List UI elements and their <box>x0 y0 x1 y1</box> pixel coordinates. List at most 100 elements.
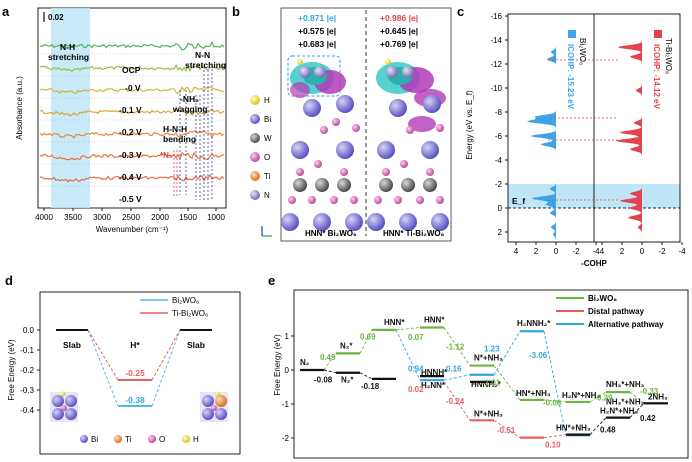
e-state-nh3nh3-b: NH₃*+NH₃ <box>606 398 645 407</box>
e-step-o: -0.06 <box>543 399 562 408</box>
panel-e-plot: N₂ N₂* N₂* HNN* HNN* HNNH* H₂NN* HNNH₂* N*+NH₃ N*… <box>300 316 668 450</box>
connector <box>493 419 521 439</box>
value-bi: -0.38 <box>125 395 145 405</box>
panel-d: d Free Energy (eV) 0.0 -0.1 -0.2 -0.3 -0.4 S… <box>5 273 241 455</box>
e-state-nnh3-b: N*+NH₃ <box>474 409 503 418</box>
e-ytick-label: -1 <box>282 400 290 409</box>
label-0-1v: -0.1 V <box>119 105 142 115</box>
e-state-hnnh3-b: HN*+NH₃ <box>556 424 591 433</box>
c-ytick-label: -16 <box>490 12 502 21</box>
legend-right-name: Ti-Bi₂WO₆ <box>664 38 673 74</box>
left-charge-3: +0.683 |e| <box>298 39 336 49</box>
e-step-d: -0.18 <box>361 382 380 391</box>
value-ti: -0.25 <box>125 368 145 378</box>
panel-c: c Energy (eV vs. E_f) E_f -16 -14 -12 -10 -8… <box>457 4 686 268</box>
spectrum-3 <box>39 108 225 117</box>
panel-d-atom-legend: Bi Ti O H <box>80 435 199 444</box>
panel-d-label: d <box>5 273 13 288</box>
atom-legend-h <box>250 95 260 105</box>
c-ytick-label: -6 <box>495 132 503 141</box>
structure-right <box>367 59 449 231</box>
e-step-s: -0.33 <box>640 387 659 396</box>
atom-legend-label: N <box>264 191 270 200</box>
a-xtick-label: 3000 <box>93 213 111 222</box>
c-ytick-label: -4 <box>495 156 503 165</box>
e-ytick-label: 0 <box>285 366 290 375</box>
legend-e-bi: Bi₂WO₆ <box>588 294 617 303</box>
connector <box>493 331 521 375</box>
panel-e: e Free Energy (eV) 1 0 -1 -2 N₂ N₂* N₂* HNN* HN… <box>268 273 689 459</box>
c-xtick-label: -2 <box>658 247 666 256</box>
icohp-right: ICOHP: -14.12 eV <box>652 44 661 110</box>
e-state-hnnh3: HN*+NH₃ <box>516 389 551 398</box>
e-state-hnn-b: HNN* <box>424 316 445 325</box>
connector <box>543 434 567 439</box>
n2-markers <box>173 150 178 198</box>
c-ytick-label: -2 <box>495 180 503 189</box>
structure-left <box>281 55 363 231</box>
connector <box>629 391 645 404</box>
e-step-g: 0.94 <box>408 365 424 374</box>
e-step-k: 1.23 <box>484 344 500 353</box>
e-state-2nh3: 2NH₃ <box>648 392 668 401</box>
connector <box>323 369 337 374</box>
c-xtick-label: 2 <box>534 247 539 256</box>
a-xtick-label: 1500 <box>179 213 197 222</box>
atom-legend-label: H <box>264 96 270 105</box>
a-xtick-label: 2000 <box>151 213 169 222</box>
e-step-b: -0.08 <box>314 376 333 385</box>
legend-bi: Bi₂WO₆ <box>172 296 199 305</box>
d-atom-label: Ti <box>125 435 132 444</box>
connector <box>359 329 373 354</box>
spectrum-6 <box>39 173 225 183</box>
nh-stretching-band <box>51 8 90 208</box>
atom-legend-label: O <box>264 153 270 162</box>
panel-e-ylabel: Free Energy (eV) <box>273 334 282 396</box>
annot-nh2: -NH₂ <box>180 94 199 104</box>
a-xtick-label: 2500 <box>122 213 140 222</box>
e-step-i: 0.16 <box>446 365 462 374</box>
connector <box>629 403 645 418</box>
state-hstar: H* <box>130 340 140 350</box>
d-atom-h <box>182 435 190 443</box>
c-xtick-label: 4 <box>600 247 605 256</box>
annot-ocp: OCP <box>122 65 141 75</box>
a-xtick-label: 4000 <box>35 213 53 222</box>
panel-d-ylabel: Free Energy (eV) <box>7 339 16 401</box>
e-state-hnn: HNN* <box>384 318 405 327</box>
spectrum-0 <box>39 41 225 51</box>
legend-ti: Ti-Bi₂WO₆ <box>172 309 208 318</box>
connector <box>443 381 471 421</box>
c-xtick-label: 2 <box>620 247 625 256</box>
annot-nn-stretching: stretching <box>185 60 226 70</box>
spectrum-5 <box>39 151 225 161</box>
annot-wagging: wagging <box>172 104 207 114</box>
atom-legend-n <box>250 190 260 200</box>
e-step-c: 0.69 <box>360 332 376 341</box>
annot-nn: N-N <box>195 50 210 60</box>
e-step-m: -0.51 <box>497 426 516 435</box>
panel-a-xlabel: Wavenumber (cm⁻¹) <box>96 225 169 234</box>
panel-b-frame <box>280 7 452 242</box>
e-step-q: 0.48 <box>600 426 616 435</box>
cohp-left-area <box>527 16 556 244</box>
e-step-j: -1.12 <box>446 343 465 352</box>
connector <box>589 391 607 403</box>
connector <box>443 327 471 366</box>
c-xtick-label: -2 <box>572 247 580 256</box>
panel-d-frame <box>39 291 241 455</box>
right-charge-3: +0.769 |e| <box>380 39 418 49</box>
e-step-h: 0.02 <box>408 385 424 394</box>
path-bi <box>87 329 181 407</box>
connector <box>589 417 607 435</box>
state-slab-left: Slab <box>63 340 81 350</box>
e-state-nnh3: N*+NH₃ <box>474 354 503 363</box>
e-step-n: -3.06 <box>529 351 548 360</box>
state-slab-right: Slab <box>187 340 205 350</box>
e-step-t: 0.42 <box>640 414 656 423</box>
annot-n2: *N₂ <box>160 151 173 160</box>
d-ytick-label: 0.0 <box>23 326 35 335</box>
d-atom-bi <box>80 435 88 443</box>
d-atom-o <box>148 435 156 443</box>
